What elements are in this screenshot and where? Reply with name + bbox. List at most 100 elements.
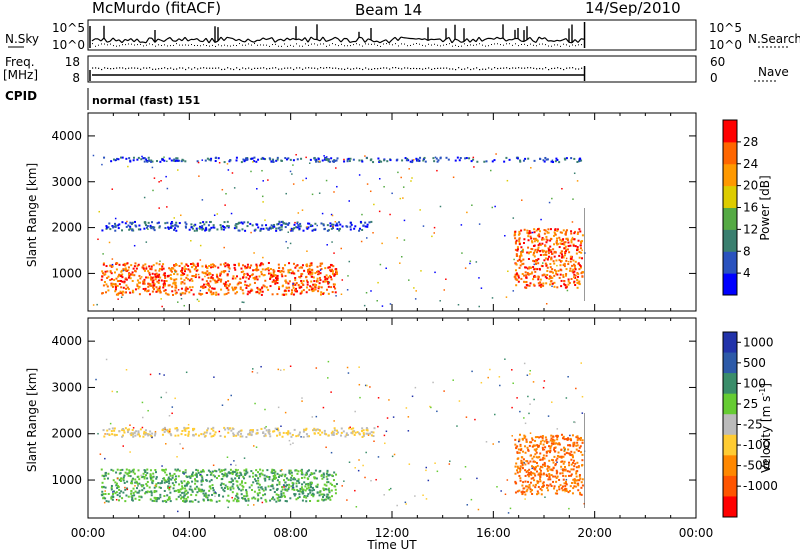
echo-pixel <box>566 248 569 251</box>
nsky-line-segment <box>577 38 582 43</box>
nave-dot <box>530 67 532 69</box>
nsearch-dot <box>158 44 159 46</box>
echo-pixel <box>550 276 553 279</box>
colorbar-tick-label: -500 <box>743 459 770 473</box>
echo-pixel <box>223 221 226 224</box>
echo-pixel <box>544 229 547 232</box>
echo-pixel <box>230 477 233 480</box>
echo-pixel <box>256 372 259 374</box>
echo-pixel <box>183 265 186 268</box>
nsearch-dot <box>479 43 480 45</box>
echo-pixel <box>544 436 547 439</box>
echo-pixel <box>522 458 525 461</box>
echo-pixel <box>513 258 515 261</box>
nave-dot <box>335 67 337 69</box>
echo-pixel <box>478 305 480 308</box>
echo-pixel <box>118 263 121 266</box>
echo-pixel <box>416 158 419 161</box>
nsky-line-segment <box>499 37 504 40</box>
nave-dot <box>338 68 340 70</box>
echo-pixel <box>544 275 547 278</box>
echo-pixel <box>514 438 517 441</box>
echo-pixel <box>161 500 164 503</box>
echo-pixel <box>523 362 526 365</box>
echo-pixel <box>400 176 402 179</box>
echo-pixel <box>181 485 184 488</box>
echo-pixel <box>264 498 267 501</box>
echo-pixel <box>514 482 517 485</box>
echo-pixel <box>414 386 417 389</box>
echo-pixel <box>179 443 181 445</box>
nsky-line-segment <box>241 40 246 43</box>
echo-pixel <box>340 431 343 434</box>
echo-pixel <box>208 229 211 232</box>
echo-pixel <box>158 225 161 228</box>
echo-pixel <box>292 293 295 296</box>
echo-pixel <box>570 239 573 242</box>
echo-pixel <box>103 156 106 159</box>
echo-pixel <box>153 491 156 494</box>
echo-pixel <box>514 273 517 276</box>
nsearch-dot <box>146 44 147 46</box>
echo-pixel <box>531 437 534 440</box>
echo-pixel <box>316 485 319 488</box>
nsky-line-segment <box>382 39 387 42</box>
echo-pixel <box>221 472 224 475</box>
echo-pixel <box>254 402 256 405</box>
nsky-line-segment <box>451 38 456 44</box>
echo-pixel <box>210 472 213 475</box>
echo-pixel <box>138 293 141 296</box>
echo-pixel <box>243 221 246 224</box>
echo-pixel <box>547 252 550 255</box>
echo-pixel <box>274 277 277 280</box>
echo-pixel <box>570 277 573 280</box>
echo-pixel <box>524 157 527 160</box>
date-title: 14/Sep/2010 <box>585 0 681 17</box>
echo-pixel <box>536 228 539 231</box>
nave-dot <box>497 67 499 70</box>
echo-pixel <box>291 488 294 491</box>
nave-dot <box>137 67 139 69</box>
echo-pixel <box>186 483 189 486</box>
echo-pixel <box>561 242 564 245</box>
nave-dot <box>395 67 397 69</box>
echo-pixel <box>316 280 319 283</box>
echo-pixel <box>257 477 260 480</box>
echo-pixel <box>253 504 255 506</box>
echo-pixel <box>215 470 218 473</box>
echo-pixel <box>364 155 366 157</box>
echo-pixel <box>230 429 233 432</box>
nave-dot <box>341 68 343 70</box>
echo-pixel <box>559 231 562 234</box>
echo-pixel <box>323 280 326 283</box>
echo-pixel <box>305 433 308 436</box>
echo-pixel <box>571 270 574 273</box>
echo-pixel <box>124 264 127 267</box>
echo-pixel <box>516 490 519 493</box>
echo-pixel <box>237 264 240 267</box>
echo-pixel <box>298 227 301 230</box>
echo-pixel <box>534 460 537 463</box>
echo-pixel <box>570 232 573 235</box>
echo-pixel <box>267 485 270 488</box>
echo-pixel <box>221 225 224 228</box>
echo-pixel <box>209 473 212 476</box>
echo-pixel <box>523 274 526 277</box>
echo-pixel <box>259 288 262 291</box>
echo-pixel <box>294 478 297 481</box>
echo-pixel <box>308 288 311 291</box>
echo-pixel <box>231 491 234 494</box>
echo-pixel <box>560 487 563 490</box>
echo-pixel <box>150 478 153 481</box>
nave-dot <box>347 67 349 69</box>
echo-pixel <box>579 477 582 480</box>
echo-pixel <box>287 271 290 274</box>
nsky-line-segment <box>124 38 129 42</box>
echo-pixel <box>106 276 109 279</box>
echo-pixel <box>213 214 216 217</box>
echo-pixel <box>170 159 173 162</box>
echo-pixel <box>340 247 342 250</box>
echo-pixel <box>435 157 438 160</box>
echo-pixel <box>425 498 428 500</box>
echo-pixel <box>296 472 299 475</box>
